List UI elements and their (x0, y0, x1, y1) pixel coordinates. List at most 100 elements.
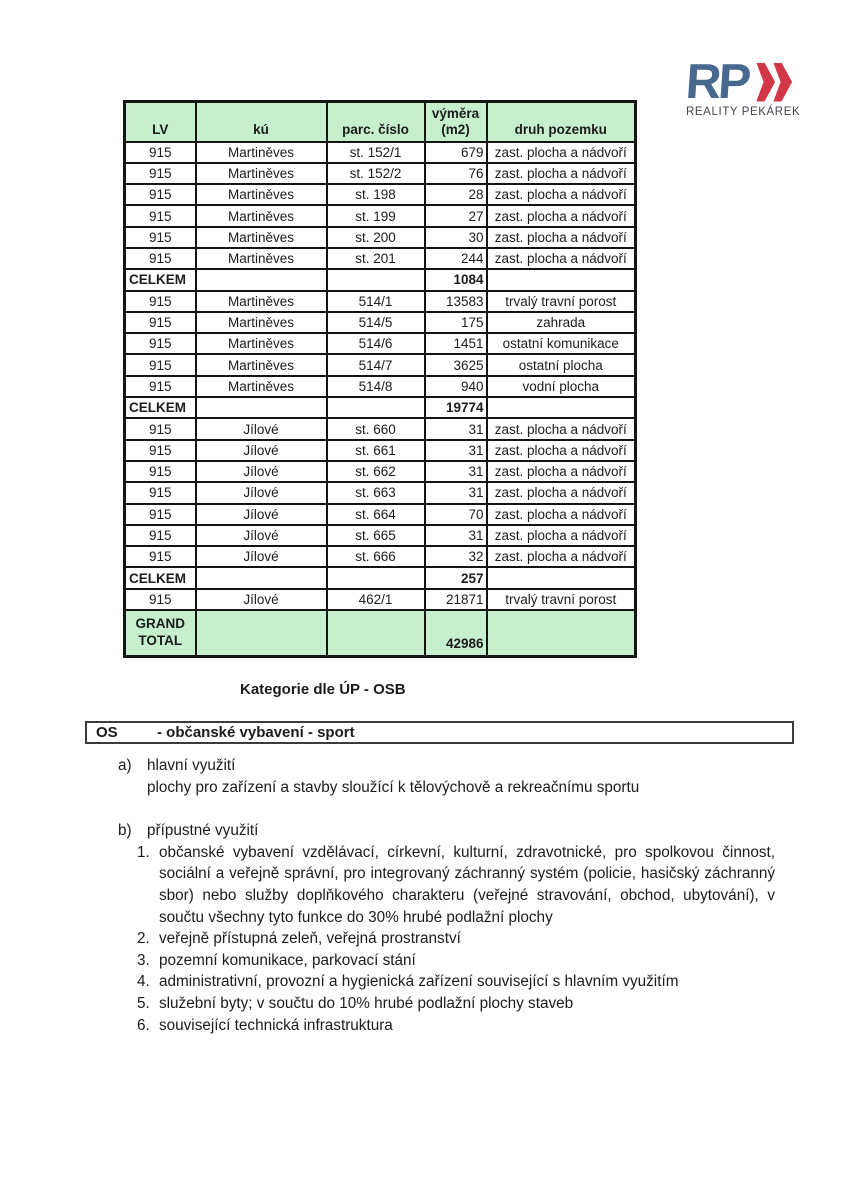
vymera-cell: 27 (423, 204, 488, 228)
total-value-cell: 1084 (423, 268, 488, 292)
list-item-number: 2. (137, 930, 150, 948)
ku-cell: Jílové (194, 481, 328, 505)
vymera-cell: 244 (423, 246, 488, 271)
vymera-cell: 175 (423, 310, 488, 335)
vymera-cell: 679 (423, 140, 488, 164)
vymera-cell: 13583 (423, 289, 488, 313)
ku-cell: Martiněves (194, 353, 328, 377)
ku-cell: Martiněves (194, 140, 328, 164)
parc-cislo-cell: st. 662 (325, 459, 426, 484)
parc-cislo-cell: st. 152/1 (325, 140, 426, 164)
vymera-cell: 1451 (423, 332, 488, 356)
logo-mark: RP (684, 55, 816, 109)
ku-cell: Jílové (194, 459, 328, 484)
druh-pozemku-cell: zast. plocha a nádvoří (485, 225, 637, 249)
total-value-cell: 257 (423, 566, 488, 590)
parc-cislo-cell: st. 660 (325, 417, 426, 441)
total-label-cell: CELKEM (123, 566, 197, 590)
column-header-2: parc. číslo (325, 100, 426, 143)
vymera-cell: 3625 (423, 353, 488, 377)
os-label: - občanské vybavení - sport (157, 724, 355, 741)
druh-pozemku-cell: zast. plocha a nádvoří (485, 204, 637, 228)
permitted-use-list: 1. občanské vybavení vzdělávací, církevní… (137, 842, 775, 1036)
table-row: 915 Martiněves 514/6 1451 ostatní komunikace (123, 332, 637, 356)
vymera-cell: 940 (423, 374, 488, 399)
list-item-text: pozemní komunikace, parkovací stání (159, 951, 416, 969)
druh-pozemku-cell: ostatní komunikace (485, 332, 637, 356)
parc-cislo-cell: 514/8 (325, 374, 426, 399)
table-row: 915 Martiněves st. 199 27 zast. plocha a nád… (123, 204, 637, 228)
table-row: 915 Martiněves st. 152/2 76 zast. plocha a n… (123, 161, 637, 186)
vymera-cell: 70 (423, 502, 488, 526)
vymera-cell: 28 (423, 183, 488, 207)
lv-cell: 915 (123, 438, 197, 462)
list-item-number: 5. (137, 994, 150, 1012)
table-row: 915 Jílové st. 665 31 zast. plocha a nádvoří (123, 523, 637, 548)
parc-cislo-cell: st. 665 (325, 523, 426, 548)
ku-cell: Martiněves (194, 246, 328, 271)
druh-pozemku-cell: trvalý travní porost (485, 587, 637, 612)
list-item: 2. veřejně přístupná zeleň, veřejná prost… (137, 928, 775, 950)
lv-cell: 915 (123, 161, 197, 186)
list-item-number: 4. (137, 973, 150, 991)
parc-cislo-cell: st. 664 (325, 502, 426, 526)
vymera-cell: 21871 (423, 587, 488, 612)
lv-cell: 915 (123, 140, 197, 164)
logo-rp-text: RP (684, 55, 750, 109)
druh-pozemku-cell: zast. plocha a nádvoří (485, 545, 637, 569)
ku-cell: Martiněves (194, 289, 328, 313)
section-a: a) hlavní využití plochy pro zařízení a st… (118, 755, 775, 798)
parc-cislo-cell: 514/7 (325, 353, 426, 377)
empty-cell (325, 396, 426, 420)
ku-cell: Martiněves (194, 225, 328, 249)
total-value-cell: 19774 (423, 396, 488, 420)
lv-cell: 915 (123, 353, 197, 377)
table-row: 915 Jílové st. 664 70 zast. plocha a nádvoří (123, 502, 637, 526)
list-item-number: 6. (137, 1016, 150, 1034)
druh-pozemku-cell: zast. plocha a nádvoří (485, 140, 637, 164)
ku-cell: Martiněves (194, 161, 328, 186)
parc-cislo-cell: 514/1 (325, 289, 426, 313)
list-item-text: související technická infrastruktura (159, 1016, 393, 1034)
table-row: 915 Martiněves 514/8 940 vodní plocha (123, 374, 637, 399)
list-item-text: veřejně přístupná zeleň, veřejná prostra… (159, 930, 461, 948)
druh-pozemku-cell: zast. plocha a nádvoří (485, 417, 637, 441)
table-row: 915 Martiněves st. 200 30 zast. plocha a nád… (123, 225, 637, 249)
parcels-table: LV kú parc. číslo výměra (m2) druh pozemku 9… (123, 100, 637, 658)
ku-cell: Jílové (194, 587, 328, 612)
druh-pozemku-cell: zast. plocha a nádvoří (485, 459, 637, 484)
empty-cell (194, 396, 328, 420)
company-logo: RP REALITY PEKÁREK (684, 55, 816, 118)
list-item-text: občanské vybavení vzdělávací, církevní, … (159, 843, 775, 926)
table-row: 915 Jílové st. 662 31 zast. plocha a nádvoří (123, 459, 637, 484)
section-header: b) přípustné využití (118, 820, 775, 842)
ku-cell: Martiněves (194, 310, 328, 335)
druh-pozemku-cell: zast. plocha a nádvoří (485, 246, 637, 271)
druh-pozemku-cell: zast. plocha a nádvoří (485, 438, 637, 462)
druh-pozemku-cell: zast. plocha a nádvoří (485, 481, 637, 505)
lv-cell: 915 (123, 587, 197, 612)
empty-cell (485, 396, 637, 420)
lv-cell: 915 (123, 289, 197, 313)
section-text: plochy pro zařízení a stavby sloužící k … (147, 778, 640, 796)
table-row: 915 Martiněves 514/7 3625 ostatní plocha (123, 353, 637, 377)
column-header-4: druh pozemku (485, 100, 637, 143)
section-b: b) přípustné využití 1. občanské vybavení v… (118, 820, 775, 1036)
section-title: přípustné využití (147, 822, 259, 840)
table-row: 915 Martiněves 514/5 175 zahrada (123, 310, 637, 335)
category-title: Kategorie dle ÚP - OSB (240, 681, 406, 698)
column-header-1: kú (194, 100, 328, 143)
empty-cell (485, 609, 637, 658)
total-value-cell: 42986 (423, 609, 488, 658)
vymera-cell: 31 (423, 459, 488, 484)
parc-cislo-cell: st. 152/2 (325, 161, 426, 186)
empty-cell (194, 268, 328, 292)
subtotal-row: CELKEM 1084 (123, 268, 637, 292)
vymera-cell: 30 (423, 225, 488, 249)
subtotal-row: CELKEM 257 (123, 566, 637, 590)
lv-cell: 915 (123, 459, 197, 484)
table-row: 915 Jílové st. 663 31 zast. plocha a nádvoří (123, 481, 637, 505)
list-item: 1. občanské vybavení vzdělávací, církevní… (137, 842, 775, 928)
parc-cislo-cell: st. 200 (325, 225, 426, 249)
lv-cell: 915 (123, 545, 197, 569)
